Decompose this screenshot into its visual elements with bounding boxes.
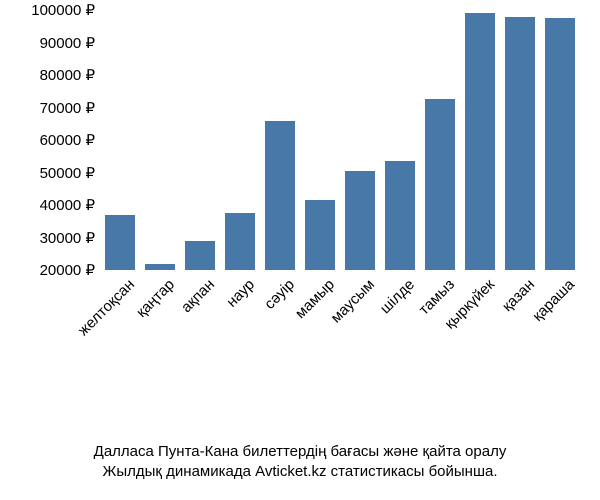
y-tick-label: 80000 ₽ <box>0 66 95 84</box>
y-axis-labels: 20000 ₽30000 ₽40000 ₽50000 ₽60000 ₽70000… <box>0 10 95 270</box>
y-tick-label: 40000 ₽ <box>0 196 95 214</box>
y-tick-label: 30000 ₽ <box>0 229 95 247</box>
bar <box>105 215 135 270</box>
bar <box>425 99 455 270</box>
bar <box>505 17 535 271</box>
bar <box>225 213 255 270</box>
caption-line-2: Жылдық динамикада Avticket.kz статистика… <box>0 462 600 482</box>
caption-line-1: Далласа Пунта-Кана билеттердің бағасы жә… <box>0 442 600 462</box>
y-tick-label: 60000 ₽ <box>0 131 95 149</box>
y-tick-label: 50000 ₽ <box>0 164 95 182</box>
y-tick-label: 100000 ₽ <box>0 1 95 19</box>
y-tick-label: 70000 ₽ <box>0 99 95 117</box>
bar <box>265 121 295 271</box>
bar <box>145 264 175 271</box>
bar <box>185 241 215 270</box>
plot-area <box>100 10 580 270</box>
bar <box>465 13 495 270</box>
bar <box>385 161 415 270</box>
price-bar-chart: 20000 ₽ 30000 ₽ 40000 ₽ 50000 ₽ 60000 ₽ 70000… <box>0 0 600 500</box>
bar <box>345 171 375 270</box>
bar <box>305 200 335 270</box>
y-tick-label: 20000 ₽ <box>0 261 95 279</box>
x-axis-labels: желтоқсанқаңтарақпаннаурсәуірмамырмаусым… <box>100 276 580 436</box>
bar <box>545 18 575 270</box>
chart-caption: Далласа Пунта-Кана билеттердің бағасы жә… <box>0 442 600 483</box>
y-tick-label: 90000 ₽ <box>0 34 95 52</box>
bars-container <box>100 10 580 270</box>
